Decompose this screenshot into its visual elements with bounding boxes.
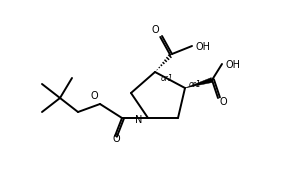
Polygon shape	[185, 78, 213, 88]
Text: OH: OH	[225, 60, 240, 70]
Text: O: O	[151, 25, 159, 35]
Text: O: O	[90, 91, 98, 101]
Text: O: O	[112, 134, 120, 144]
Text: or1: or1	[189, 80, 202, 89]
Text: O: O	[219, 97, 227, 107]
Text: OH: OH	[195, 42, 210, 52]
Text: or1: or1	[161, 74, 174, 83]
Text: N: N	[135, 115, 142, 125]
